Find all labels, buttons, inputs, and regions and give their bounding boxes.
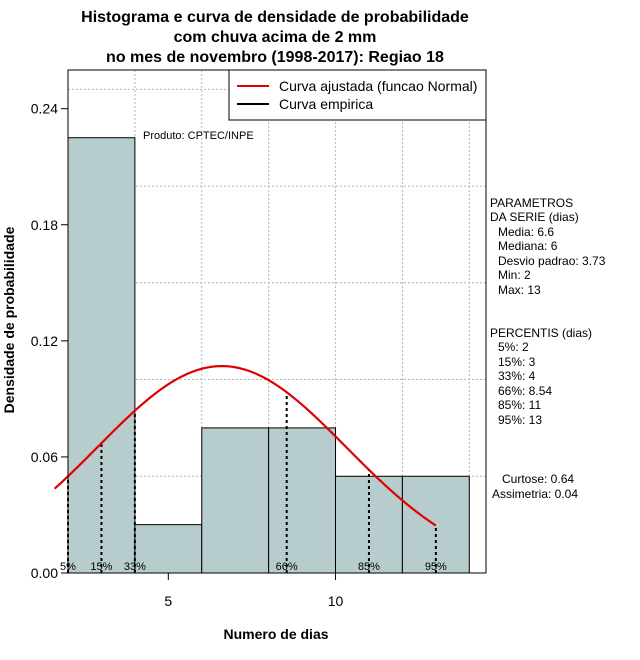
percentile-label-1: 15%: [90, 561, 112, 573]
percentil-5: 5%: 2: [498, 340, 529, 354]
percentile-label-4: 85%: [358, 561, 380, 573]
chart-title: Histograma e curva de densidade de proba…: [81, 9, 469, 66]
x-tick-label-0: 5: [164, 593, 172, 609]
stat-assimetria: Assimetria: 0.04: [492, 487, 578, 501]
params-title-2: DA SERIE (dias): [490, 210, 579, 224]
stat-curtose: Curtose: 0.64: [502, 472, 574, 486]
stat-mediana: Mediana: 6: [498, 239, 558, 253]
params-title-1: PARAMETROS: [490, 196, 573, 210]
histogram-bar-3: [268, 427, 337, 574]
stat-min: Min: 2: [498, 268, 531, 282]
legend: Curva ajustada (funcao Normal) Curva emp…: [228, 69, 487, 121]
percentil-95: 95%: 13: [498, 413, 542, 427]
x-axis-label: Numero de dias: [223, 626, 328, 642]
percentile-label-2: 33%: [124, 561, 146, 573]
y-tick-label-3: 0.18: [31, 217, 58, 233]
percentil-85: 85%: 11: [498, 398, 541, 412]
x-axis: 5 10: [164, 572, 344, 609]
percentil-33: 33%: 4: [498, 369, 536, 383]
y-tick-label-4: 0.24: [31, 101, 58, 117]
histogram-bar-2: [201, 427, 270, 574]
title-line-1: Histograma e curva de densidade de proba…: [81, 9, 469, 26]
legend-label-normal: Curva ajustada (funcao Normal): [279, 78, 477, 94]
title-line-3: no mes de novembro (1998-2017): Regiao 1…: [106, 49, 444, 66]
x-tick-label-1: 10: [328, 593, 344, 609]
y-tick-label-0: 0.00: [31, 565, 58, 581]
y-tick-label-1: 0.06: [31, 449, 58, 465]
product-note: Produto: CPTEC/INPE: [143, 130, 254, 142]
percentil-15: 15%: 3: [498, 355, 536, 369]
title-line-2: com chuva acima de 2 mm: [174, 29, 377, 46]
stat-desvio: Desvio padrao: 3.73: [498, 254, 606, 268]
y-tick-label-2: 0.12: [31, 333, 58, 349]
y-axis: 0.00 0.06 0.12 0.18 0.24: [31, 101, 69, 581]
stat-media: Media: 6.6: [498, 225, 554, 239]
side-panel: PARAMETROS DA SERIE (dias) Media: 6.6 Me…: [490, 196, 606, 501]
histogram-bar-0: [67, 137, 136, 574]
percentile-label-5: 95%: [425, 561, 447, 573]
percentis-title: PERCENTIS (dias): [490, 326, 592, 340]
percentil-66: 66%: 8.54: [498, 384, 552, 398]
normal-curve: [53, 364, 437, 527]
legend-label-empirical: Curva empirica: [279, 96, 373, 112]
percentile-label-3: 66%: [276, 561, 298, 573]
stat-max: Max: 13: [498, 283, 541, 297]
y-axis-label: Densidade de probabilidade: [1, 226, 17, 413]
legend-box: [228, 69, 487, 121]
normal-curve-line: [53, 364, 437, 527]
